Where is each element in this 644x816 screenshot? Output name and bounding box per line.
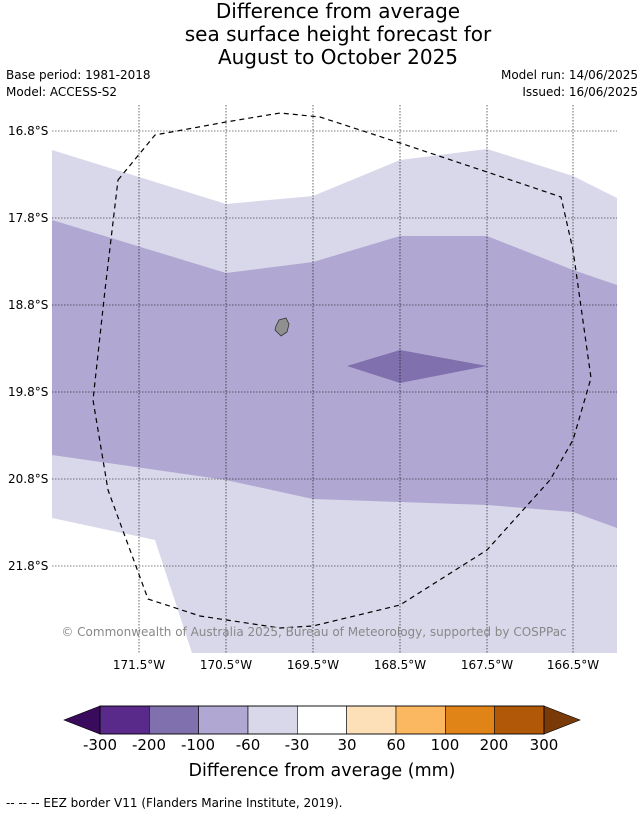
island-land: [274, 317, 290, 337]
colorbar-tick-label: 200: [479, 736, 509, 754]
lat-label: 17.8°S: [8, 211, 49, 225]
colorbar-segment: [99, 705, 150, 735]
lat-label: 18.8°S: [8, 298, 49, 312]
colorbar-tick-label: 100: [430, 736, 460, 754]
map-title: Difference from average sea surface heig…: [0, 0, 644, 69]
colorbar-segment: [346, 705, 397, 735]
colorbar-segment: [395, 705, 446, 735]
model-run: Model run: 14/06/2025: [500, 68, 638, 82]
colorbar-min-arrow: [63, 705, 101, 735]
eez-border: [92, 112, 592, 629]
contour-dark-patch: [347, 350, 487, 383]
colorbar-tick-label: -100: [180, 736, 216, 754]
colorbar-segment: [494, 705, 545, 735]
lon-label: 168.5°W: [373, 658, 427, 672]
colorbar-segment: [149, 705, 199, 735]
lon-label: 166.5°W: [546, 658, 600, 672]
meta-right: Model run: 14/06/2025 Issued: 16/06/2025: [501, 67, 638, 101]
base-period: Base period: 1981-2018: [6, 68, 151, 82]
colorbar-tick-label: -200: [131, 736, 167, 754]
colorbar-tick-label: 30: [337, 736, 357, 754]
issued-date: Issued: 16/06/2025: [522, 85, 638, 99]
colorbar-tick-label: -60: [235, 736, 261, 754]
colorbar-title: Difference from average (mm): [188, 761, 456, 781]
colorbar-tick-label: -30: [284, 736, 310, 754]
lat-label: 20.8°S: [8, 472, 49, 486]
copyright-notice: © Commonwealth of Australia 2025, Bureau…: [61, 625, 567, 639]
gridlines: [52, 105, 617, 653]
colorbar-tick-label: 60: [386, 736, 406, 754]
colorbar-tick-label: 300: [529, 736, 559, 754]
colorbar-segment: [297, 705, 347, 735]
lon-label: 169.5°W: [286, 658, 340, 672]
title-line-2: sea surface height forecast for: [184, 22, 492, 46]
colorbar-max-arrow: [543, 705, 581, 735]
colorbar-frame: [99, 705, 545, 735]
title-line-3: August to October 2025: [217, 45, 459, 69]
colorbar-tick-label: -300: [82, 736, 118, 754]
lat-label: 19.8°S: [8, 385, 49, 399]
contour-medium-band: [52, 220, 617, 528]
model-name: Model: ACCESS-S2: [6, 85, 118, 99]
lat-label: 21.8°S: [8, 559, 49, 573]
eez-legend: -- -- -- EEZ border V11 (Flanders Marine…: [6, 796, 343, 810]
lon-label: 167.5°W: [460, 658, 514, 672]
lon-label: 170.5°W: [199, 658, 253, 672]
title-line-1: Difference from average: [215, 0, 461, 23]
colorbar-segment: [445, 705, 495, 735]
lat-label: 16.8°S: [8, 124, 49, 138]
meta-left: Base period: 1981-2018 Model: ACCESS-S2: [6, 67, 151, 101]
colorbar-segment: [198, 705, 249, 735]
lon-label: 171.5°W: [112, 658, 166, 672]
colorbar-segment: [247, 705, 298, 735]
